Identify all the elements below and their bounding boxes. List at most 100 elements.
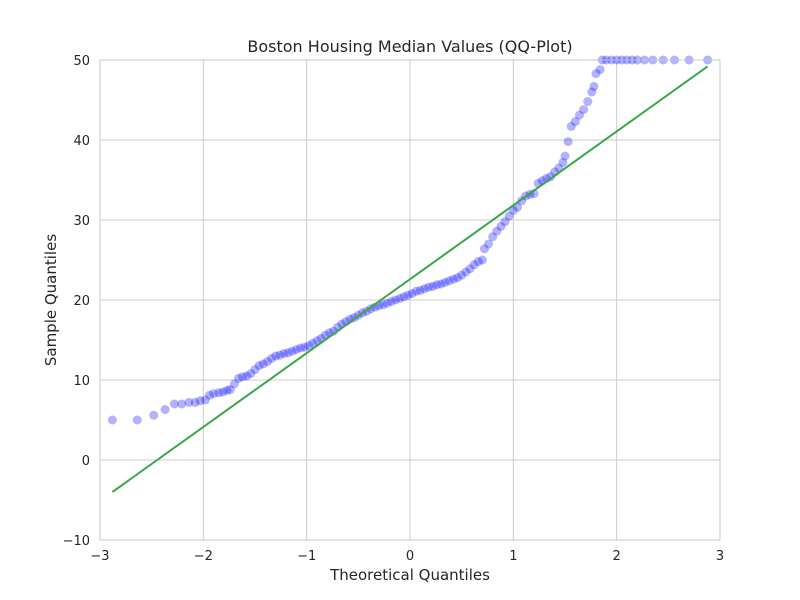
qq-point (399, 292, 409, 302)
qq-point (233, 373, 243, 383)
y-tick-label: 10 (73, 374, 90, 389)
qq-point (560, 151, 570, 161)
qq-point (473, 257, 483, 267)
qq-point (465, 264, 475, 274)
qq-point (415, 285, 425, 295)
qq-point (558, 157, 568, 167)
qq-point (469, 260, 479, 270)
qq-point (218, 387, 228, 397)
qq-point (295, 343, 305, 353)
qq-point (291, 345, 301, 355)
qq-point (395, 293, 405, 303)
plot-frame (99, 59, 721, 541)
y-tick-label: 30 (73, 214, 90, 229)
reference-line-group (111, 65, 709, 493)
qq-point (583, 97, 593, 107)
qq-point (419, 284, 429, 294)
sample-points (107, 55, 713, 425)
qq-point (391, 295, 401, 305)
y-tick-label: 50 (73, 54, 90, 69)
qq-point (403, 290, 413, 300)
qq-point (440, 277, 450, 287)
qq-point (595, 65, 605, 75)
qq-point (300, 342, 310, 352)
x-tick-labels: −3 −2 −1 0 1 2 3 (90, 549, 724, 564)
qq-point (169, 399, 179, 409)
chart-title: Boston Housing Median Values (QQ-Plot) (247, 37, 572, 56)
qq-point (246, 369, 256, 379)
qq-point (504, 211, 514, 221)
qq-point (488, 232, 498, 242)
qq-point (411, 286, 421, 296)
x-tick-label: −3 (90, 549, 109, 564)
qq-point (304, 341, 314, 351)
qq-point (407, 289, 417, 299)
qq-point (496, 221, 506, 231)
qq-point (563, 137, 573, 147)
qq-point (205, 390, 215, 400)
qq-point (461, 267, 471, 277)
x-tick-label: −2 (194, 549, 213, 564)
qq-point (378, 300, 388, 310)
x-tick-label: 0 (406, 549, 414, 564)
y-tick-label: −10 (63, 534, 90, 549)
qq-point (546, 172, 556, 182)
qq-point (477, 255, 487, 265)
qq-point (492, 226, 502, 236)
qq-point (432, 280, 442, 290)
qq-point (160, 405, 170, 415)
qq-point (453, 273, 463, 283)
qq-point (508, 205, 518, 215)
qq-point (195, 396, 205, 406)
qq-point (566, 121, 576, 131)
qq-point (177, 399, 187, 409)
qq-point (214, 388, 224, 398)
qq-point (386, 297, 396, 307)
qq-point (275, 350, 285, 360)
qq-point (428, 281, 438, 291)
x-axis-label: Theoretical Quantiles (329, 566, 490, 584)
qq-point (262, 357, 272, 367)
qq-point (500, 217, 510, 227)
qq-point (190, 397, 200, 407)
qq-point (589, 81, 599, 91)
qq-point (457, 270, 467, 280)
qq-point (479, 244, 489, 254)
qq-point (209, 389, 219, 399)
qq-point (132, 415, 142, 425)
qq-point (448, 274, 458, 284)
qq-point (279, 349, 289, 359)
qq-point (591, 69, 601, 79)
qq-point (382, 298, 392, 308)
qq-point (250, 365, 260, 375)
qq-point (574, 110, 584, 120)
qq-point (271, 351, 281, 361)
qq-point (225, 385, 235, 395)
qq-point (424, 282, 434, 292)
y-tick-label: 0 (82, 454, 90, 469)
qq-point (283, 348, 293, 358)
qq-point (238, 372, 248, 382)
qq-point (242, 371, 252, 381)
y-tick-labels: −10 0 10 20 30 40 50 (63, 54, 90, 549)
qq-point (436, 279, 446, 289)
qq-point (222, 385, 232, 395)
qq-point (200, 395, 210, 405)
qq-point (107, 415, 117, 425)
qq-point (267, 353, 277, 363)
qq-point (287, 346, 297, 356)
qq-point (229, 379, 239, 389)
y-axis-label: Sample Quantiles (42, 234, 60, 366)
x-tick-label: 3 (716, 549, 724, 564)
x-tick-label: 2 (613, 549, 621, 564)
qq-point (484, 239, 494, 249)
qq-point (444, 276, 454, 286)
qq-point (254, 361, 264, 371)
qq-point (258, 359, 268, 369)
qq-point (587, 87, 597, 97)
qq-point (184, 397, 194, 407)
qq-point (308, 338, 318, 348)
x-tick-label: −1 (297, 549, 316, 564)
y-tick-label: 20 (73, 294, 90, 309)
